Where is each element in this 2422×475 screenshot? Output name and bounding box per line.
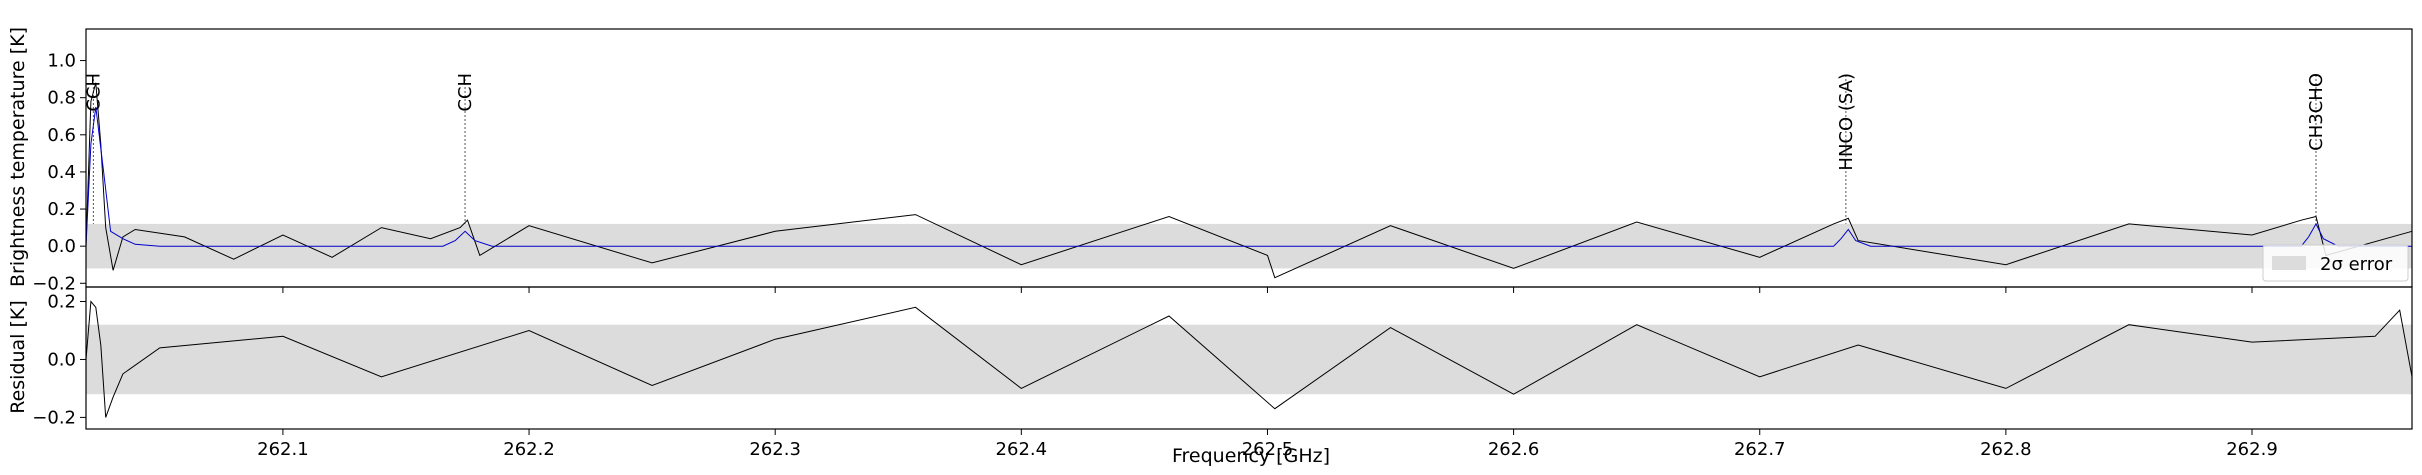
line-label-2: HNCO (SA) bbox=[1836, 73, 1857, 171]
series-observed bbox=[85, 82, 2413, 279]
y-tick-label: 0.0 bbox=[47, 236, 76, 257]
brightness-panel: CCH CCH HNCO (SA) CH3CHO −0.2 0.0 0.2 0.4 0.6 0.8… bbox=[32, 28, 2413, 294]
legend-box bbox=[2262, 244, 2409, 282]
error-band bbox=[86, 324, 2412, 395]
x-tick-label: 262.7 bbox=[1734, 439, 1786, 460]
top-y-axis-label: Brightness temperature [K] bbox=[7, 27, 29, 287]
y-tick-label: 0.4 bbox=[47, 162, 76, 183]
y-tick-label: −0.2 bbox=[32, 407, 76, 428]
axes-frame bbox=[85, 286, 2413, 430]
x-tick-label: 262.9 bbox=[2226, 439, 2278, 460]
x-axis-label: Frequency [GHz] bbox=[1172, 445, 1330, 467]
y-tick-label: 0.2 bbox=[47, 199, 76, 220]
x-tick-label: 262.6 bbox=[1488, 439, 1540, 460]
line-label-1: CCH bbox=[455, 73, 476, 112]
line-label-3: CH3CHO bbox=[2306, 73, 2327, 151]
y-tick-label: 1.0 bbox=[47, 51, 76, 72]
series-model bbox=[85, 106, 2412, 247]
x-tick-label: 262.2 bbox=[503, 439, 555, 460]
bottom-y-axis-label: Residual [K] bbox=[7, 300, 29, 414]
y-tick-label: −0.2 bbox=[32, 273, 76, 294]
y-tick-label: 0.2 bbox=[47, 291, 76, 312]
x-tick-label: 262.4 bbox=[996, 439, 1048, 460]
y-tick-label: 0.6 bbox=[47, 125, 76, 146]
legend-swatch bbox=[2272, 256, 2306, 270]
x-tick-label: 262.3 bbox=[749, 439, 801, 460]
x-tick-label: 262.1 bbox=[257, 439, 309, 460]
line-label-0: CCH bbox=[83, 73, 104, 112]
x-tick-label: 262.5 bbox=[1242, 439, 1294, 460]
legend-label: 2σ error bbox=[2320, 254, 2393, 275]
y-tick-label: 0.8 bbox=[47, 88, 76, 109]
y-tick-label: 0.0 bbox=[47, 349, 76, 370]
residual-panel: −0.2 0.0 0.2 262.1 262.2 262.3 262.4 262.5 262.6… bbox=[32, 286, 2413, 460]
series-residual bbox=[85, 300, 2413, 418]
x-tick-label: 262.8 bbox=[1980, 439, 2032, 460]
legend: 2σ error bbox=[2262, 244, 2409, 282]
